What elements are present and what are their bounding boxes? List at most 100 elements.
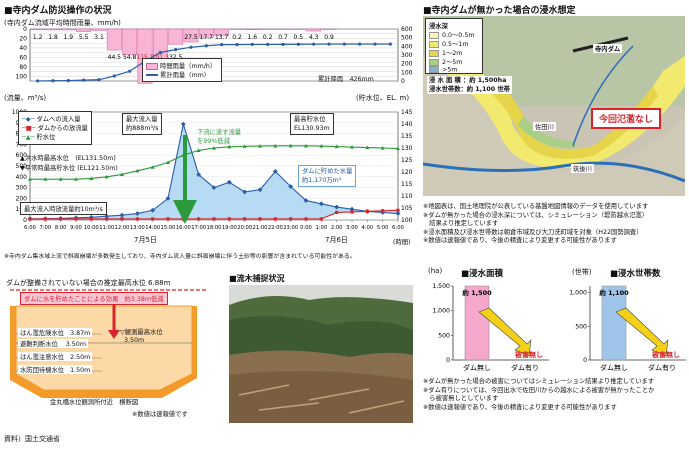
level-point bbox=[334, 144, 339, 149]
rain-bar bbox=[244, 28, 260, 31]
source-label: 資料）国土交通省 bbox=[4, 435, 60, 443]
flow-ytick-right: 125 bbox=[401, 157, 413, 164]
flow-legend: ─◆─ ダムへの流入量 ─■─ ダムからの放流量 ─▲─ 貯水位 bbox=[18, 111, 92, 145]
level-point bbox=[319, 144, 324, 148]
rain-value-label: 54.8 bbox=[123, 54, 137, 61]
ops-section-title: ■寺内ダム防災操作の状況 bbox=[4, 6, 112, 16]
map-note-line: ※数値は速報値であり、今後の精査により変更する可能性があります bbox=[423, 237, 617, 245]
rain-value-label: 27.5 bbox=[184, 34, 198, 41]
rain-ytick-right: 0 bbox=[401, 78, 405, 84]
max-inflow-label: 最大流入量 bbox=[126, 116, 158, 123]
map-legend-label: >5m bbox=[442, 66, 458, 74]
flow-xtick-label: 5:00 bbox=[377, 225, 389, 231]
storage-callout: ダムに貯めた水量 約1,170万m³ bbox=[298, 165, 357, 187]
storage-label: ダムに貯めた水量 bbox=[302, 168, 353, 175]
level-row-standby: 水防団待機水位 1.50m bbox=[18, 365, 93, 374]
storage-value: 約1,170万m³ bbox=[302, 177, 342, 184]
rain-bar bbox=[229, 28, 245, 30]
level-effect-label: ダムに水を貯めたことによる効果 約3.38m低減 bbox=[20, 292, 168, 305]
bottom-note-line: ※数値は速報値であり、今後の精査により変更する可能性があります bbox=[423, 403, 617, 411]
level-point bbox=[150, 165, 155, 169]
flow-xtick-label: 11:00 bbox=[99, 225, 114, 231]
households-chart-title: ■浸水世帯数 bbox=[610, 269, 661, 279]
cumulative-rain-point bbox=[342, 42, 346, 46]
estimated-level-label: ダムが整備されていない場合の推定最高水位 bbox=[6, 279, 146, 287]
level-point bbox=[120, 172, 124, 176]
rain-axis-label: (寺内ダム流域平均時間雨量、mm/h) bbox=[4, 19, 121, 27]
rain-value-label: 1.8 bbox=[48, 34, 58, 41]
area-bar-label: 約 1,500 bbox=[462, 288, 492, 297]
area-chart-title: ■浸水面積 bbox=[461, 269, 504, 279]
station-label: 金丸橋水位観測所付近 横断図 bbox=[50, 399, 139, 406]
rain-value-label: 13.7 bbox=[215, 34, 229, 41]
flow-legend-inflow: ダムへの流入量 bbox=[36, 116, 81, 123]
households-bar-label: 約 1,100 bbox=[599, 288, 629, 297]
flow-ytick-left: 0 bbox=[23, 217, 27, 224]
rain-ytick-left: 100 bbox=[16, 73, 28, 80]
level-point bbox=[212, 146, 216, 150]
rain-value-label: 17.7 bbox=[200, 34, 214, 41]
households-chart-unit: (世帯) bbox=[572, 268, 592, 276]
flow-ytick-left: 600 bbox=[16, 152, 28, 159]
estimated-level-title: ダムが整備されていない場合の推定最高水位 6.88m bbox=[6, 278, 170, 288]
cumulative-rain-point bbox=[358, 42, 362, 46]
households-category-label: ダム有り bbox=[648, 363, 676, 372]
households-ytick: 0 bbox=[583, 357, 587, 364]
map-legend-swatch bbox=[429, 58, 439, 66]
bottom-note-line: ※ダムが無かった場合の被害についてはシミュレーション結果より推定しています bbox=[423, 378, 655, 385]
households-ytick: 500 bbox=[575, 323, 587, 330]
rain-legend-cumul: 累計雨量（mm） bbox=[160, 72, 211, 79]
flow-ytick-right: 105 bbox=[401, 205, 413, 212]
flow-ytick-right: 120 bbox=[401, 169, 413, 176]
flow-note: ※寺内ダム集水域上流で斜面崩壊が多数発生しており、寺内ダム流入量に斜面崩壊に伴う… bbox=[4, 254, 356, 260]
cumulative-rain-point bbox=[36, 79, 40, 83]
rain-value-label: 44.5 bbox=[108, 54, 122, 61]
map-legend-swatch bbox=[429, 49, 439, 57]
rain-bar bbox=[260, 28, 276, 30]
outflow-point bbox=[151, 217, 155, 221]
rain-bar bbox=[91, 28, 107, 31]
rain-legend-swatch bbox=[146, 62, 158, 70]
flow-xtick-label: 19:00 bbox=[222, 225, 237, 231]
level-point bbox=[242, 144, 247, 148]
cumulative-rain-point bbox=[204, 44, 208, 48]
storage-area bbox=[30, 124, 398, 219]
area-ytick: 500 bbox=[438, 332, 450, 339]
cumulative-rain-point bbox=[281, 42, 285, 46]
bottom-note-line: ※ダム有りについては、今回出水で佐田川からの越水による被害が無かったことか bbox=[423, 386, 655, 394]
map-legend-label: 1〜2m bbox=[442, 50, 463, 57]
rain-ytick-right: 500 bbox=[401, 35, 413, 42]
map-legend-row: 1〜2m bbox=[429, 48, 479, 57]
flow-xtick-label: 9:00 bbox=[70, 225, 82, 231]
households-ytick: 1,000 bbox=[569, 290, 587, 297]
level-row-danger: はん濫危険水位 3.87m bbox=[18, 328, 93, 337]
map-legend-row: 0.5〜1m bbox=[429, 39, 479, 48]
cumulative-rain-point bbox=[51, 79, 55, 83]
map-legend: 浸水深 0.0〜0.5m 0.5〜1m 1〜2m 2〜5m >5m bbox=[425, 18, 483, 74]
level-point bbox=[396, 146, 400, 151]
time-unit: (時間) bbox=[393, 239, 411, 246]
level-legend-marker: ─▲─ bbox=[22, 134, 35, 141]
map-legend-row: 0.0〜0.5m bbox=[429, 30, 479, 39]
outflow-point bbox=[28, 217, 32, 221]
rain-value-label: 1.6 bbox=[248, 34, 258, 41]
max-level-label: 最高貯水位 bbox=[294, 116, 326, 123]
flow-xtick-label: 13:00 bbox=[130, 225, 145, 231]
outflow-point bbox=[258, 217, 262, 221]
map-legend-swatch bbox=[429, 66, 439, 73]
outflow-point bbox=[212, 217, 216, 221]
flow-xtick-label: 15:00 bbox=[161, 225, 176, 231]
flow-ytick-left: 400 bbox=[16, 174, 28, 181]
area-reduction-arrow bbox=[478, 307, 532, 357]
max-inflow-callout: 最大流入量 約888m³/s bbox=[122, 113, 163, 135]
cumulative-rain-point bbox=[388, 42, 392, 46]
outflow-point bbox=[335, 210, 339, 215]
rain-bar bbox=[321, 28, 337, 30]
flow-left-label: (流量、m³/s) bbox=[4, 94, 47, 102]
level-point bbox=[74, 177, 78, 181]
level-row-caution: はん濫注意水位 2.50m bbox=[18, 352, 93, 361]
flow-ytick-right: 135 bbox=[401, 133, 413, 140]
cumulative-rain-point bbox=[373, 42, 377, 46]
outflow-point bbox=[243, 217, 247, 221]
outflow-point bbox=[74, 217, 78, 221]
